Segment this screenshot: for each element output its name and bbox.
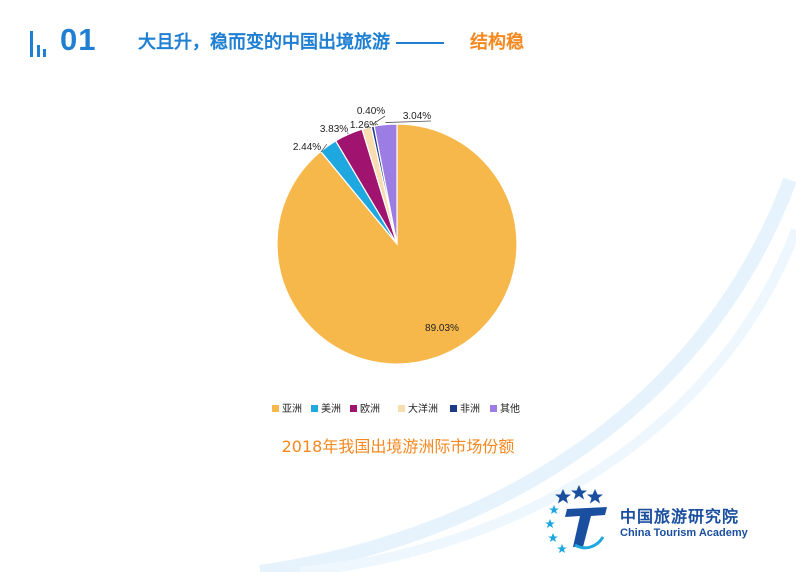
section-subtitle: 结构稳 — [470, 32, 524, 53]
pie-chart: 89.03% 2.44% 3.83% 1.26% 0.40% 3.04% 亚洲 美洲 欧洲 大洋洲… — [272, 106, 520, 415]
leader-line-4 — [372, 115, 386, 125]
section-title: 大且升，稳而变的中国出境旅游 结构稳 — [138, 28, 524, 54]
legend-item-1: 美洲 — [311, 402, 341, 415]
data-label-0: 89.03% — [425, 323, 459, 334]
legend-item-2: 欧洲 — [350, 403, 380, 415]
logo-name: 中国旅游研究院 — [620, 507, 740, 526]
data-label-4: 0.40% — [357, 106, 385, 117]
title-dash — [396, 42, 444, 44]
legend-item-0: 亚洲 — [272, 403, 302, 415]
legend-swatch — [450, 405, 457, 412]
section-number: 01 — [60, 22, 97, 57]
legend-swatch — [350, 405, 357, 412]
legend-item-4: 非洲 — [450, 403, 480, 415]
legend-swatch — [490, 405, 497, 412]
logo-english: China Tourism Academy — [620, 527, 748, 539]
leader-line-1 — [320, 143, 328, 153]
legend-label: 美洲 — [321, 402, 341, 415]
section-title-text: 大且升，稳而变的中国出境旅游 — [138, 32, 390, 53]
header-bars-icon — [30, 31, 46, 57]
data-label-5: 3.04% — [403, 111, 431, 122]
legend-item-5: 其他 — [490, 402, 520, 415]
legend-label: 亚洲 — [282, 403, 302, 415]
legend-item-3: 大洋洲 — [398, 402, 438, 415]
legend-swatch — [311, 405, 318, 412]
legend-swatch — [398, 405, 405, 412]
data-label-3: 1.26% — [350, 120, 378, 131]
pie-slice-5 — [373, 123, 398, 245]
cta-logo-icon — [545, 485, 607, 553]
leader-line-5 — [385, 120, 432, 123]
legend-label: 其他 — [500, 402, 520, 415]
data-label-2: 3.83% — [320, 124, 348, 135]
legend-label: 非洲 — [460, 403, 480, 415]
legend-swatch — [272, 405, 279, 412]
legend-label: 大洋洲 — [408, 402, 438, 415]
data-label-1: 2.44% — [293, 142, 321, 153]
chart-caption: 2018年我国出境游洲际市场份额 — [281, 437, 515, 456]
legend-label: 欧洲 — [360, 403, 380, 415]
